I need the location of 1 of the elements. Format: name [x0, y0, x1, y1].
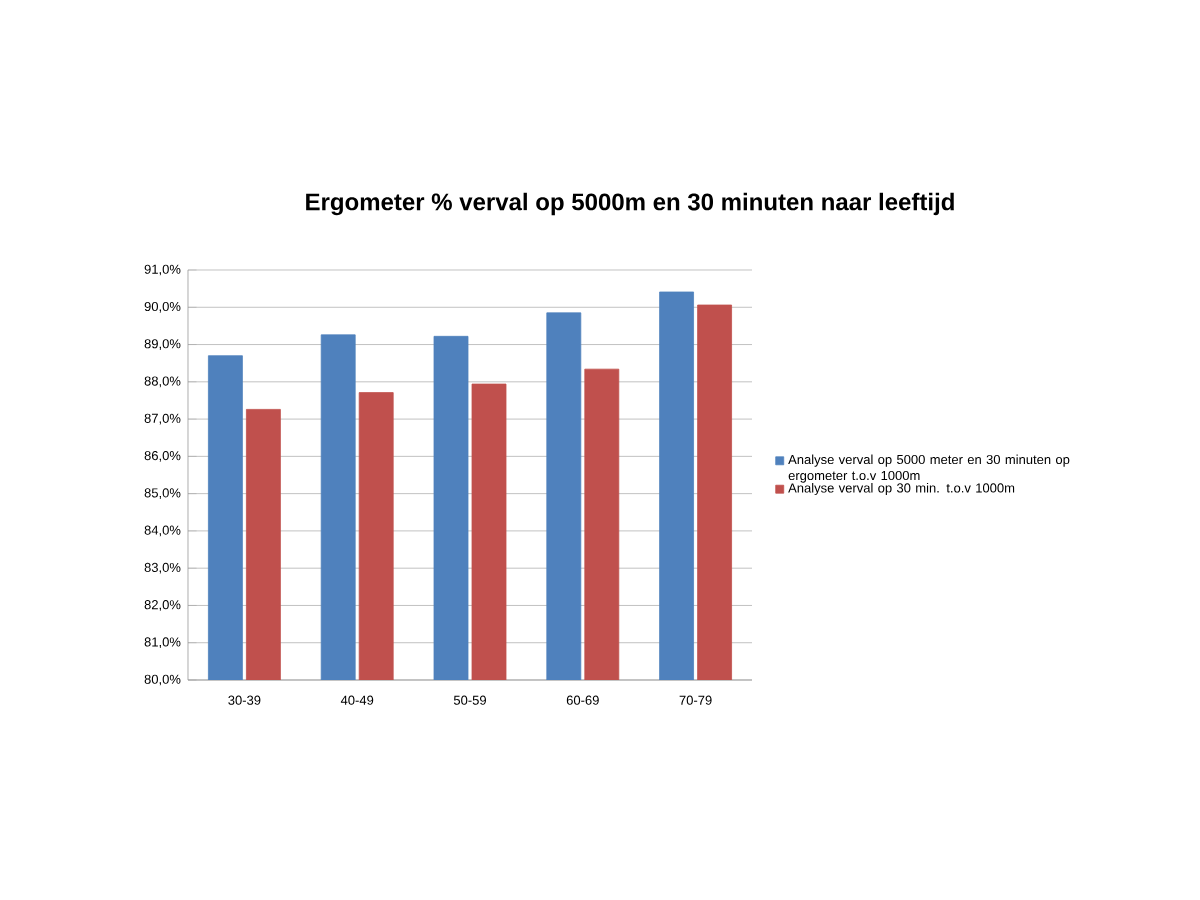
chart-title: Ergometer % verval op 5000m en 30 minuten naar leeftijd	[306, 192, 954, 216]
